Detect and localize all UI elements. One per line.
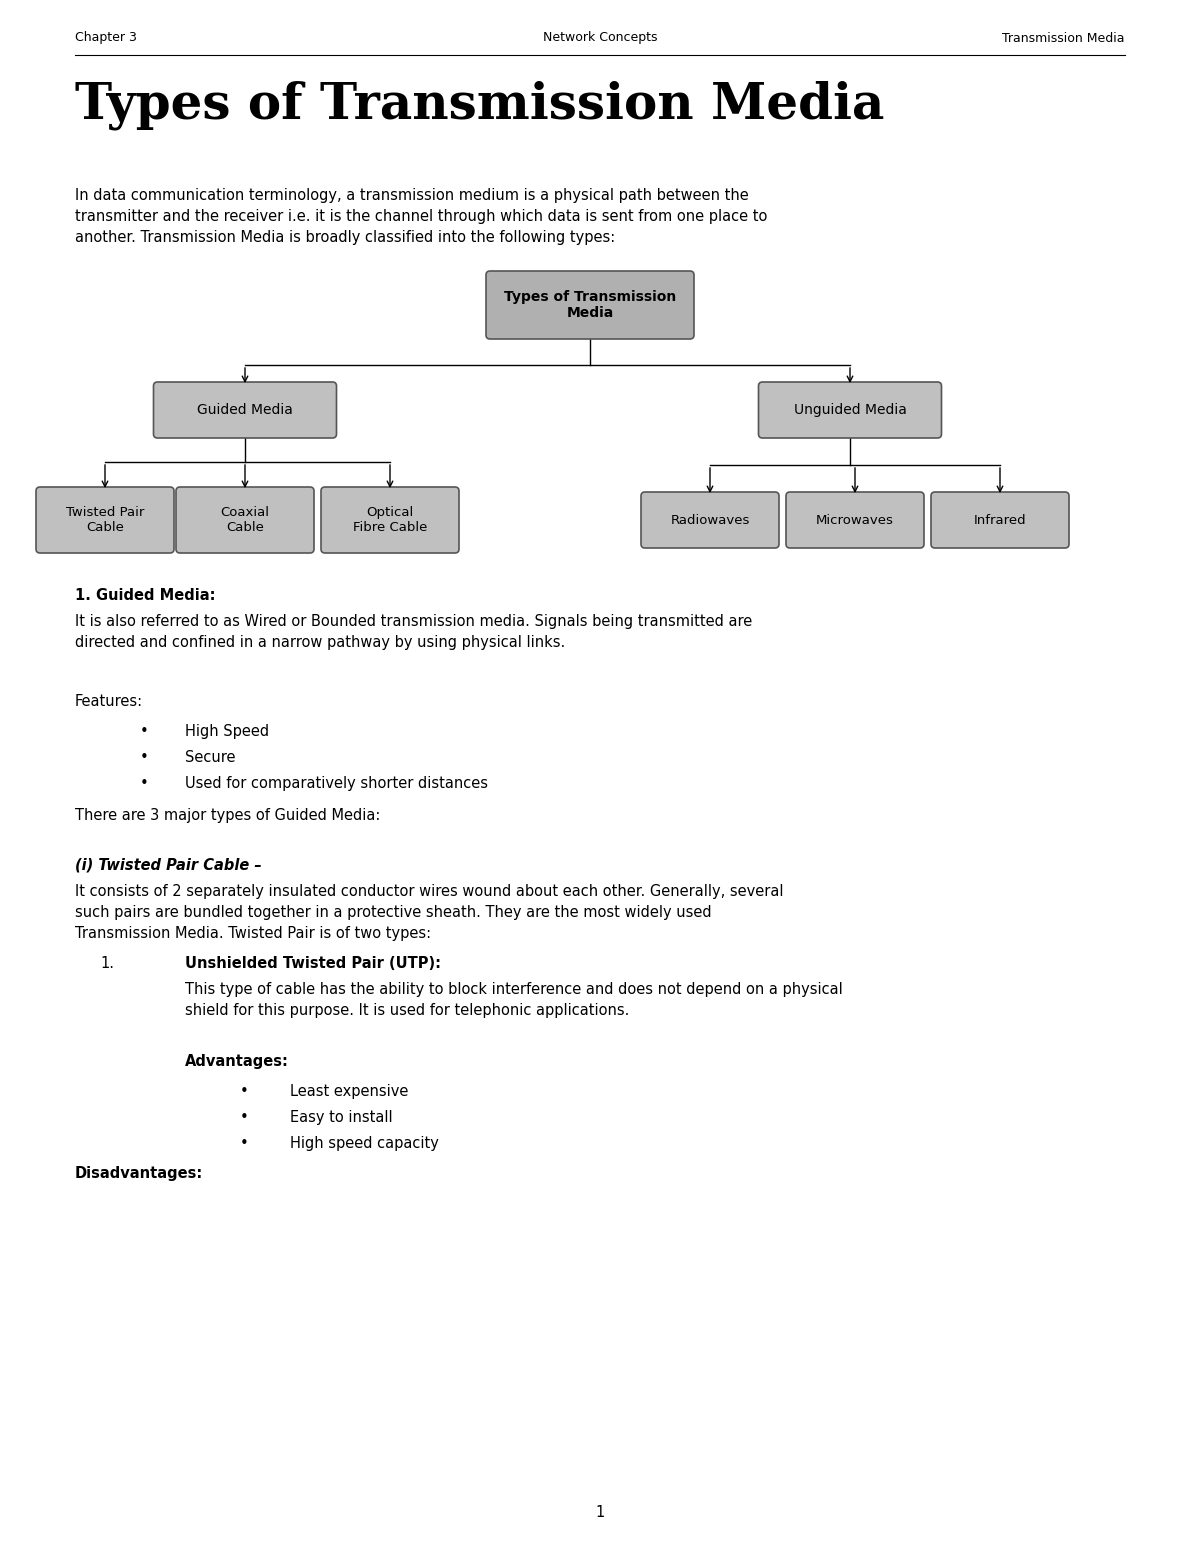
FancyBboxPatch shape xyxy=(176,488,314,553)
Text: Types of Transmission
Media: Types of Transmission Media xyxy=(504,290,676,320)
Text: Features:: Features: xyxy=(74,694,143,710)
Text: Coaxial
Cable: Coaxial Cable xyxy=(221,506,270,534)
Text: It consists of 2 separately insulated conductor wires wound about each other. Ge: It consists of 2 separately insulated co… xyxy=(74,884,784,941)
Text: Disadvantages:: Disadvantages: xyxy=(74,1166,203,1180)
Text: 1: 1 xyxy=(595,1505,605,1520)
Text: Infrared: Infrared xyxy=(973,514,1026,526)
Text: •: • xyxy=(140,776,149,790)
Text: Advantages:: Advantages: xyxy=(185,1054,289,1068)
FancyBboxPatch shape xyxy=(758,382,942,438)
FancyBboxPatch shape xyxy=(486,272,694,339)
Text: High speed capacity: High speed capacity xyxy=(290,1135,439,1151)
Text: Chapter 3: Chapter 3 xyxy=(74,31,137,45)
Text: Transmission Media: Transmission Media xyxy=(1002,31,1126,45)
Text: •: • xyxy=(240,1135,248,1151)
Text: •: • xyxy=(140,750,149,766)
Text: 1. Guided Media:: 1. Guided Media: xyxy=(74,589,216,603)
Text: Optical
Fibre Cable: Optical Fibre Cable xyxy=(353,506,427,534)
Text: In data communication terminology, a transmission medium is a physical path betw: In data communication terminology, a tra… xyxy=(74,188,767,245)
FancyBboxPatch shape xyxy=(786,492,924,548)
Text: Least expensive: Least expensive xyxy=(290,1084,408,1100)
Text: Secure: Secure xyxy=(185,750,235,766)
Text: •: • xyxy=(240,1084,248,1100)
Text: It is also referred to as Wired or Bounded transmission media. Signals being tra: It is also referred to as Wired or Bound… xyxy=(74,613,752,651)
FancyBboxPatch shape xyxy=(641,492,779,548)
Text: •: • xyxy=(140,724,149,739)
Text: Guided Media: Guided Media xyxy=(197,402,293,418)
Text: Network Concepts: Network Concepts xyxy=(542,31,658,45)
Text: Microwaves: Microwaves xyxy=(816,514,894,526)
Text: Twisted Pair
Cable: Twisted Pair Cable xyxy=(66,506,144,534)
Text: Radiowaves: Radiowaves xyxy=(671,514,750,526)
Text: Unshielded Twisted Pair (UTP):: Unshielded Twisted Pair (UTP): xyxy=(185,957,442,971)
FancyBboxPatch shape xyxy=(36,488,174,553)
FancyBboxPatch shape xyxy=(322,488,458,553)
Text: There are 3 major types of Guided Media:: There are 3 major types of Guided Media: xyxy=(74,808,380,823)
Text: Unguided Media: Unguided Media xyxy=(793,402,906,418)
Text: •: • xyxy=(240,1110,248,1124)
Text: Easy to install: Easy to install xyxy=(290,1110,392,1124)
Text: Types of Transmission Media: Types of Transmission Media xyxy=(74,81,884,129)
Text: High Speed: High Speed xyxy=(185,724,269,739)
Text: (i) Twisted Pair Cable –: (i) Twisted Pair Cable – xyxy=(74,857,262,873)
FancyBboxPatch shape xyxy=(154,382,336,438)
Text: 1.: 1. xyxy=(100,957,114,971)
Text: Used for comparatively shorter distances: Used for comparatively shorter distances xyxy=(185,776,488,790)
Text: This type of cable has the ability to block interference and does not depend on : This type of cable has the ability to bl… xyxy=(185,981,842,1019)
FancyBboxPatch shape xyxy=(931,492,1069,548)
